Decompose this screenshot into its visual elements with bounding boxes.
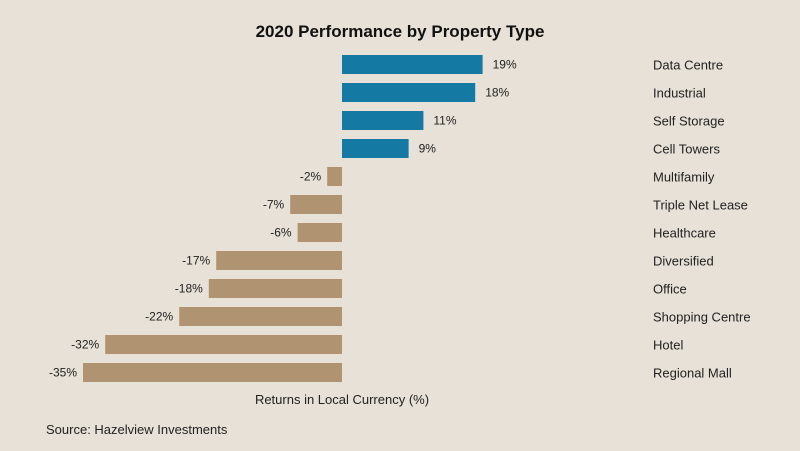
category-label: Cell Towers <box>653 142 720 157</box>
bar-value-label: -32% <box>71 338 99 352</box>
chart-title: 2020 Performance by Property Type <box>255 22 545 41</box>
bar-value-label: 11% <box>433 114 456 128</box>
bar-shopping-centre <box>179 307 342 326</box>
bar-healthcare <box>297 223 342 242</box>
source-note: Source: Hazelview Investments <box>46 422 228 437</box>
bar-value-label: -18% <box>175 282 203 296</box>
category-label: Triple Net Lease <box>653 198 748 213</box>
bar-value-label: -35% <box>49 366 77 380</box>
bar-data-centre <box>342 55 483 74</box>
bar-cell-towers <box>342 139 409 158</box>
bar-multifamily <box>327 167 342 186</box>
bar-value-label: -6% <box>270 226 292 240</box>
category-label: Multifamily <box>653 170 715 185</box>
category-label: Regional Mall <box>653 366 732 381</box>
bar-value-label: 18% <box>485 86 509 100</box>
bar-value-label: -22% <box>145 310 173 324</box>
bar-value-label: -2% <box>300 170 322 184</box>
category-label: Shopping Centre <box>653 310 751 325</box>
bar-value-label: 9% <box>419 142 437 156</box>
category-label: Office <box>653 282 687 297</box>
category-label: Healthcare <box>653 226 716 241</box>
category-label: Diversified <box>653 254 714 269</box>
bar-hotel <box>105 335 342 354</box>
bar-diversified <box>216 251 342 270</box>
bar-industrial <box>342 83 476 102</box>
category-label: Hotel <box>653 338 683 353</box>
bar-regional-mall <box>83 363 342 382</box>
bar-triple-net-lease <box>290 195 342 214</box>
bar-value-label: -17% <box>182 254 210 268</box>
category-label: Self Storage <box>653 114 725 129</box>
bar-value-label: -7% <box>263 198 285 212</box>
category-label: Data Centre <box>653 58 723 73</box>
bar-self-storage <box>342 111 424 130</box>
category-label: Industrial <box>653 86 706 101</box>
x-axis-label: Returns in Local Currency (%) <box>254 392 430 407</box>
bar-office <box>208 279 342 298</box>
bar-value-label: 19% <box>493 58 517 72</box>
